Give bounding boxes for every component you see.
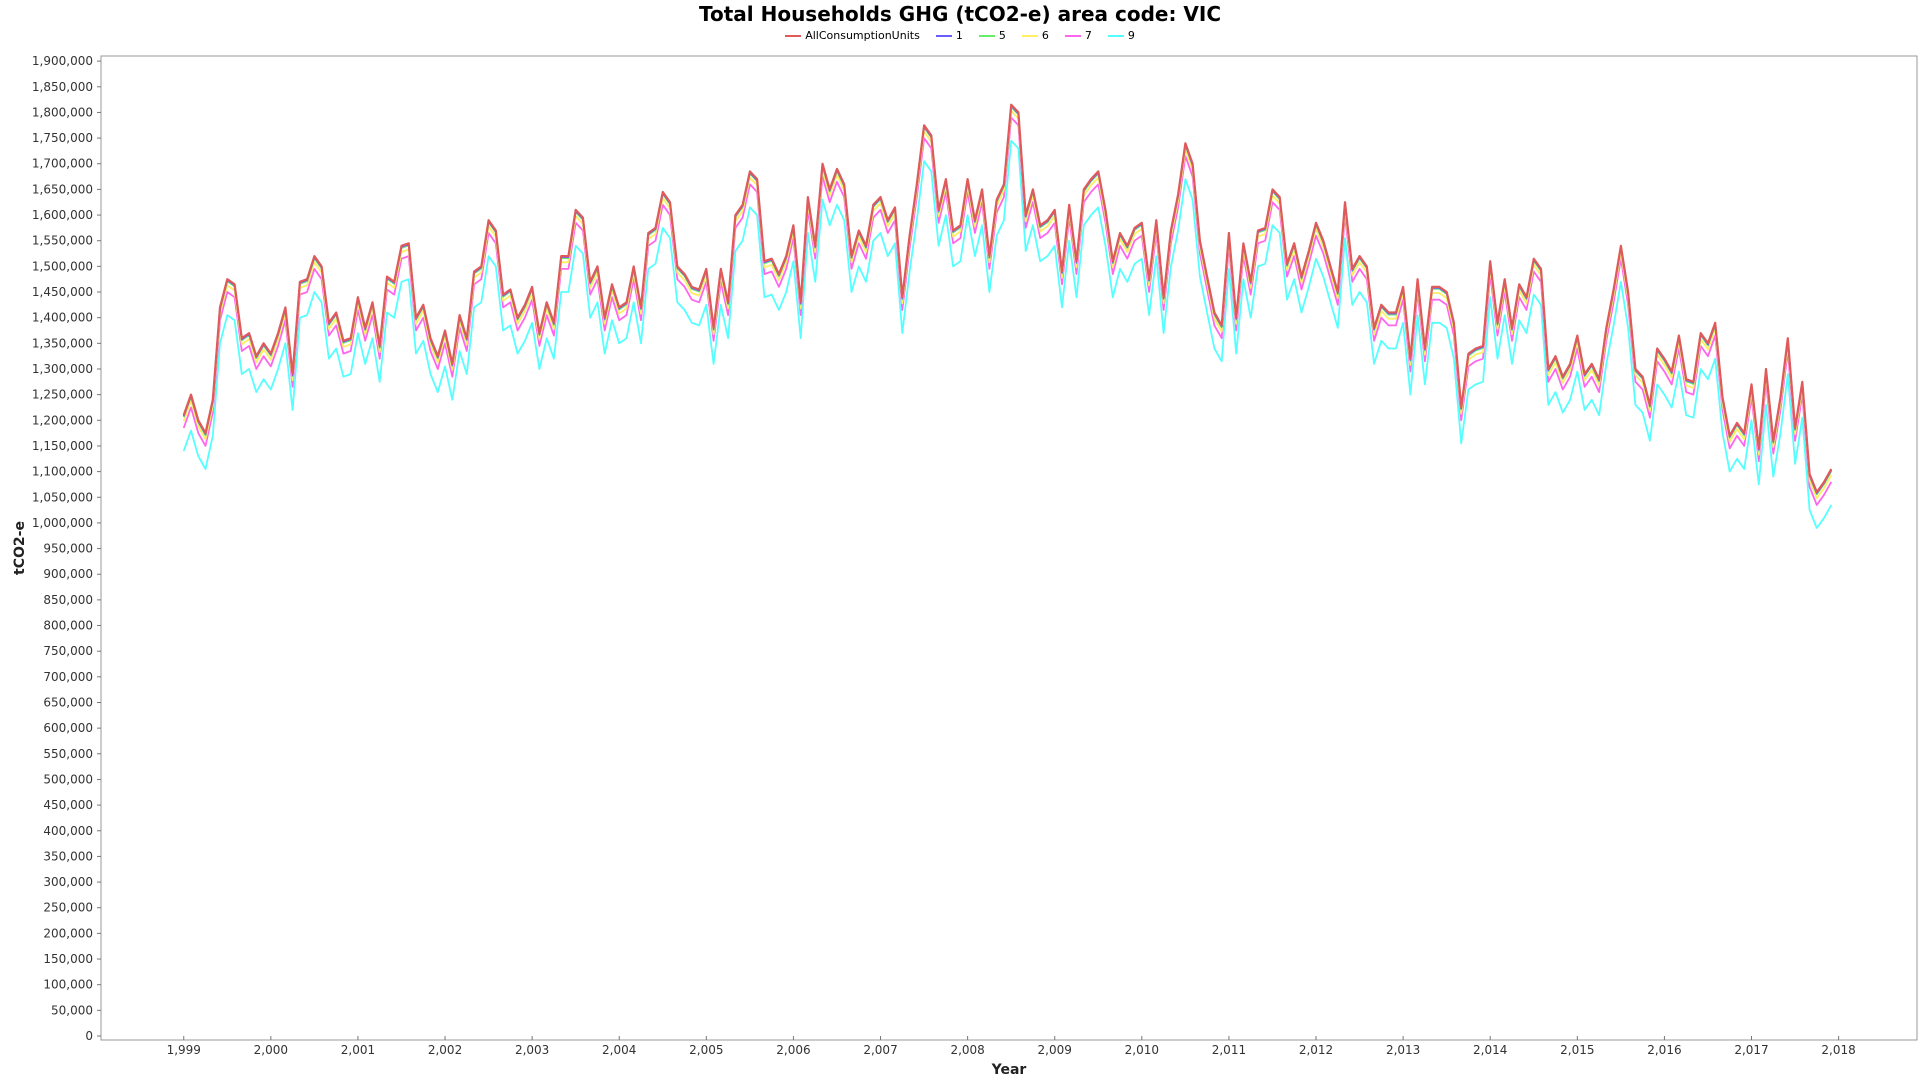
y-axis: 0 50,000 100,000 150,000 200,000 250,000 300,0…: [32, 54, 101, 1043]
y-tick-label: 1,550,000: [32, 234, 93, 248]
y-tick-label: 50,000: [51, 1003, 93, 1017]
legend-label: 1: [955, 29, 963, 42]
y-tick-label: 1,400,000: [32, 311, 93, 325]
series-lines: [182, 103, 1833, 529]
x-tick-label: 2,007: [863, 1043, 897, 1057]
y-tick-label: 0: [85, 1029, 93, 1043]
y-tick-label: 1,750,000: [32, 131, 93, 145]
x-tick-label: 2,012: [1299, 1043, 1333, 1057]
y-tick-label: 250,000: [43, 901, 93, 915]
y-tick-label: 600,000: [43, 721, 93, 735]
y-tick-label: 100,000: [43, 978, 93, 992]
y-tick-label: 200,000: [43, 926, 93, 940]
y-tick-label: 1,350,000: [32, 336, 93, 350]
legend-item: 7: [1064, 29, 1092, 42]
y-tick-label: 500,000: [43, 772, 93, 786]
x-tick-label: 2,018: [1821, 1043, 1855, 1057]
legend-item: 5: [978, 29, 1006, 42]
legend-swatch: [978, 34, 995, 37]
y-tick-label: 1,650,000: [32, 182, 93, 196]
y-tick-label: 1,000,000: [32, 516, 93, 530]
legend-item: AllConsumptionUnits: [785, 29, 920, 42]
x-tick-label: 2,003: [515, 1043, 549, 1057]
y-tick-label: 900,000: [43, 567, 93, 581]
x-tick-label: 2,013: [1386, 1043, 1420, 1057]
legend-swatch: [935, 34, 952, 37]
x-tick-label: 2,017: [1734, 1043, 1768, 1057]
legend-label: 6: [1041, 29, 1049, 42]
x-tick-label: 2,001: [341, 1043, 375, 1057]
x-tick-label: 2,005: [689, 1043, 723, 1057]
y-tick-label: 1,050,000: [32, 490, 93, 504]
x-tick-label: 2,004: [602, 1043, 636, 1057]
y-tick-label: 1,800,000: [32, 105, 93, 119]
y-tick-label: 400,000: [43, 824, 93, 838]
y-tick-label: 950,000: [43, 542, 93, 556]
y-tick-label: 1,450,000: [32, 285, 93, 299]
x-tick-label: 2,011: [1212, 1043, 1246, 1057]
series-line-9: [182, 139, 1833, 529]
y-tick-label: 1,100,000: [32, 465, 93, 479]
y-tick-label: 1,600,000: [32, 208, 93, 222]
x-axis: 1,999 2,000 2,001 2,002 2,003 2,004 2,005 2,006…: [167, 1036, 1856, 1057]
legend-item: 9: [1107, 29, 1135, 42]
chart-title: Total Households GHG (tCO2-e) area code:…: [698, 2, 1222, 26]
legend-swatch: [785, 34, 802, 37]
legend-item: 6: [1021, 29, 1049, 42]
x-tick-label: 2,000: [254, 1043, 288, 1057]
y-tick-label: 350,000: [43, 849, 93, 863]
y-tick-label: 650,000: [43, 695, 93, 709]
legend-swatch: [1107, 34, 1124, 37]
legend-label: AllConsumptionUnits: [805, 29, 920, 42]
x-tick-label: 2,006: [776, 1043, 810, 1057]
y-tick-label: 850,000: [43, 593, 93, 607]
series-line-6: [182, 110, 1833, 500]
y-tick-label: 1,700,000: [32, 157, 93, 171]
y-tick-label: 450,000: [43, 798, 93, 812]
y-tick-label: 1,150,000: [32, 439, 93, 453]
legend: AllConsumptionUnits 1 5 6 7 9: [0, 29, 1920, 42]
y-tick-label: 700,000: [43, 670, 93, 684]
x-tick-label: 2,016: [1647, 1043, 1681, 1057]
y-tick-label: 300,000: [43, 875, 93, 889]
y-tick-label: 1,850,000: [32, 80, 93, 94]
plot-area-frame: [100, 55, 1918, 1041]
x-tick-label: 2,009: [1038, 1043, 1072, 1057]
y-tick-label: 1,900,000: [32, 54, 93, 68]
x-tick-label: 1,999: [167, 1043, 201, 1057]
y-tick-label: 1,500,000: [32, 259, 93, 273]
x-axis-title: Year: [991, 1062, 1027, 1078]
x-tick-label: 2,015: [1560, 1043, 1594, 1057]
legend-swatch: [1021, 34, 1038, 37]
x-tick-label: 2,014: [1473, 1043, 1507, 1057]
x-tick-label: 2,008: [950, 1043, 984, 1057]
legend-label: 5: [998, 29, 1006, 42]
y-axis-title: tCO2-e: [12, 521, 28, 575]
x-tick-label: 2,002: [428, 1043, 462, 1057]
legend-swatch: [1064, 34, 1081, 37]
series-line-allconsumptionunits: [182, 103, 1833, 494]
y-tick-label: 800,000: [43, 619, 93, 633]
legend-label: 9: [1127, 29, 1135, 42]
y-tick-label: 550,000: [43, 747, 93, 761]
legend-label: 7: [1084, 29, 1092, 42]
x-tick-label: 2,010: [1125, 1043, 1159, 1057]
y-tick-label: 1,300,000: [32, 362, 93, 376]
y-tick-label: 1,200,000: [32, 413, 93, 427]
y-tick-label: 1,250,000: [32, 388, 93, 402]
legend-item: 1: [935, 29, 963, 42]
y-tick-label: 150,000: [43, 952, 93, 966]
y-tick-label: 750,000: [43, 644, 93, 658]
